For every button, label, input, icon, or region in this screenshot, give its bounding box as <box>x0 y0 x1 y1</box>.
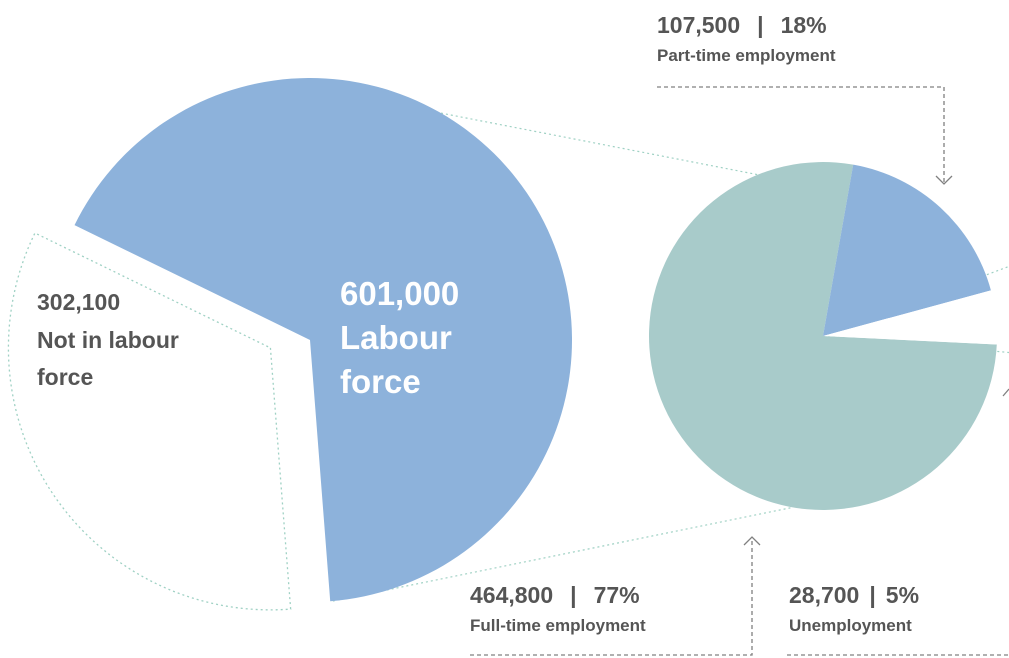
arrowhead-part-time <box>935 175 953 185</box>
leader-line-full-time <box>470 537 753 656</box>
label-full-time-value: 464,800 | 77% <box>470 582 640 608</box>
label-part-time-value: 107,500 | 18% <box>657 12 827 38</box>
label-labour-force-value: 601,000 <box>340 275 459 312</box>
label-labour-force-name-line1: Labour <box>340 319 452 356</box>
leader-line-part-time <box>657 86 945 183</box>
label-part-time-name: Part-time employment <box>657 46 836 65</box>
label-not-in-labour-force-name-line2: force <box>37 364 93 390</box>
label-labour-force-name-line2: force <box>340 363 421 400</box>
slice-not-in-labour-force <box>7 232 292 611</box>
label-full-time-name: Full-time employment <box>470 616 646 635</box>
slice-full-time-employment <box>648 162 997 511</box>
connector-line-top <box>440 112 758 176</box>
connector-line-bottom <box>332 506 793 602</box>
arrowhead-full-time <box>743 536 761 546</box>
arrowhead-unemployment <box>1002 388 1009 397</box>
label-not-in-labour-force-name-line1: Not in labour <box>37 327 179 353</box>
label-unemployment-value: 28,700 | 5% <box>789 582 919 608</box>
slice-labour-force <box>74 78 573 602</box>
label-unemployment-name: Unemployment <box>789 616 912 635</box>
slice-unemployment <box>823 290 997 345</box>
slice-part-time-employment <box>823 164 991 336</box>
label-not-in-labour-force-value: 302,100 <box>37 289 120 315</box>
